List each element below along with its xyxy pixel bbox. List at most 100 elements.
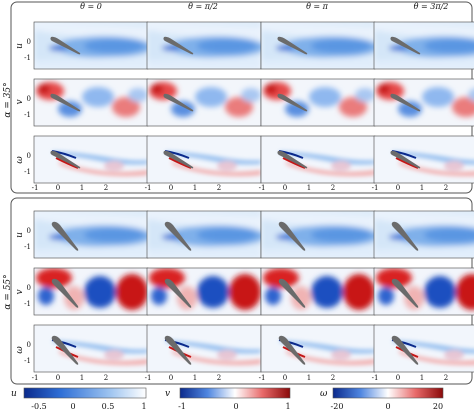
y-tick-label: -1	[24, 111, 31, 119]
y-ticks: 0 -1 0 -1 0 -1 0 -1 0 -1 0 -1	[24, 38, 31, 365]
y-tick-label: -1	[24, 243, 31, 251]
colorbar-u-tick: 0	[70, 402, 75, 411]
x-tick-label: -1	[32, 374, 39, 382]
y-tick-label: -1	[24, 54, 31, 62]
x-tick-label: 0	[56, 374, 60, 382]
row-label-v: v	[15, 289, 25, 294]
panel-a35-u-theta-pi	[260, 21, 376, 70]
x-tick-label: 2	[217, 184, 221, 192]
column-header: θ = π	[306, 2, 329, 11]
x-tick-label: 1	[80, 374, 84, 382]
panel-a35-u-theta0	[33, 21, 149, 70]
colorbar-omega-tick: -20	[331, 402, 344, 411]
x-tick-label: 1	[420, 184, 424, 192]
x-tick-label: 2	[331, 374, 335, 382]
colorbar-u-gradient	[23, 387, 147, 399]
panel-a35-omega-theta-pi2	[146, 135, 262, 184]
y-tick-label: 0	[27, 284, 31, 292]
colorbar-u: u -0.5 0 0.5 1	[11, 387, 147, 411]
colorbar-omega: ω -20 0 20	[320, 387, 444, 411]
y-tick-label: 0	[27, 227, 31, 235]
panel-a55-omega-theta-3pi2	[373, 324, 474, 373]
x-ticks-alpha35: -1 0 1 2 -1 0 1 2 -1 0 1 2 -1 0 1 2	[32, 184, 449, 192]
row-label-u: u	[15, 232, 25, 238]
x-tick-label: 2	[331, 184, 335, 192]
row-label-omega: ω	[15, 346, 25, 354]
column-header: θ = 3π/2	[414, 2, 449, 11]
panel-a35-v-theta0	[33, 78, 149, 127]
colorbar-u-tick: -0.5	[31, 402, 46, 411]
x-tick-label: 1	[193, 374, 197, 382]
panel-a55-v-theta-3pi2	[373, 267, 474, 316]
colorbar-omega-gradient	[332, 387, 444, 399]
y-tick-label: -1	[24, 168, 31, 176]
panel-a35-v-theta-pi2	[146, 78, 262, 127]
colorbar-u-tick: 1	[141, 402, 146, 411]
colorbar-omega-tick: 20	[433, 402, 443, 411]
panel-a55-u-theta0	[33, 210, 149, 259]
column-header: θ = 0	[80, 2, 102, 11]
panel-a55-omega-theta-pi2	[146, 324, 262, 373]
x-tick-label: 2	[217, 374, 221, 382]
x-tick-label: 1	[80, 184, 84, 192]
panel-a55-omega-theta0	[33, 324, 149, 373]
colorbar-v-tick: 0	[233, 402, 238, 411]
y-tick-label: 0	[27, 38, 31, 46]
x-tick-label: 2	[444, 374, 448, 382]
x-tick-label: 2	[104, 184, 108, 192]
x-tick-label: 2	[104, 374, 108, 382]
panel-a35-u-theta-pi2	[146, 21, 262, 70]
y-tick-label: 0	[27, 152, 31, 160]
x-tick-label: -1	[259, 184, 266, 192]
x-ticks-alpha55: -1 0 1 2 -1 0 1 2 -1 0 1 2 -1 0 1 2	[32, 374, 449, 382]
panel-a35-omega-theta0	[33, 135, 149, 184]
panel-a55-v-theta-pi2	[146, 267, 262, 316]
colorbar-u-symbol: u	[11, 389, 17, 399]
x-tick-label: 1	[193, 184, 197, 192]
y-tick-label: 0	[27, 95, 31, 103]
panel-a35-u-theta-3pi2	[373, 21, 474, 70]
row-label-v: v	[15, 99, 25, 104]
y-tick-label: -1	[24, 357, 31, 365]
panel-a35-omega-theta-3pi2	[373, 135, 474, 184]
panel-a55-v-theta-pi	[260, 267, 376, 316]
x-tick-label: 2	[444, 184, 448, 192]
x-tick-label: -1	[145, 184, 152, 192]
x-tick-label: -1	[372, 184, 379, 192]
group-label-alpha55: α = 55°	[3, 274, 13, 309]
panel-a35-omega-theta-pi	[260, 135, 376, 184]
colorbar-v-tick: -1	[178, 402, 186, 411]
panel-a35-v-theta-pi	[260, 78, 376, 127]
colorbar-v-gradient	[179, 387, 291, 399]
x-tick-label: 0	[169, 184, 173, 192]
panel-a55-u-theta-pi2	[146, 210, 262, 259]
panel-a55-u-theta-pi	[260, 210, 376, 259]
row-label-u: u	[15, 43, 25, 49]
x-tick-label: 0	[396, 184, 400, 192]
colorbar-v-tick: 1	[285, 402, 290, 411]
colorbar-u-tick: 0.5	[102, 402, 115, 411]
panel-a35-v-theta-3pi2	[373, 78, 474, 127]
panel-a55-v-theta0	[33, 267, 149, 316]
colorbar-v: v -1 0 1	[165, 387, 291, 411]
x-tick-label: 0	[283, 184, 287, 192]
x-tick-label: -1	[145, 374, 152, 382]
x-tick-label: -1	[259, 374, 266, 382]
y-tick-label: -1	[24, 300, 31, 308]
x-tick-label: 0	[56, 184, 60, 192]
column-header: θ = π/2	[188, 2, 218, 11]
x-tick-label: 1	[420, 374, 424, 382]
y-tick-label: 0	[27, 341, 31, 349]
panel-a55-omega-theta-pi	[260, 324, 376, 373]
x-tick-label: 1	[307, 374, 311, 382]
x-tick-label: -1	[372, 374, 379, 382]
row-label-omega: ω	[15, 156, 25, 164]
x-tick-label: 0	[169, 374, 173, 382]
group-label-alpha35: α = 35°	[3, 82, 13, 117]
x-tick-label: 0	[283, 374, 287, 382]
x-tick-label: -1	[32, 184, 39, 192]
panel-a55-u-theta-3pi2	[373, 210, 474, 259]
colorbar-omega-tick: 0	[385, 402, 390, 411]
colorbar-omega-symbol: ω	[320, 389, 328, 399]
